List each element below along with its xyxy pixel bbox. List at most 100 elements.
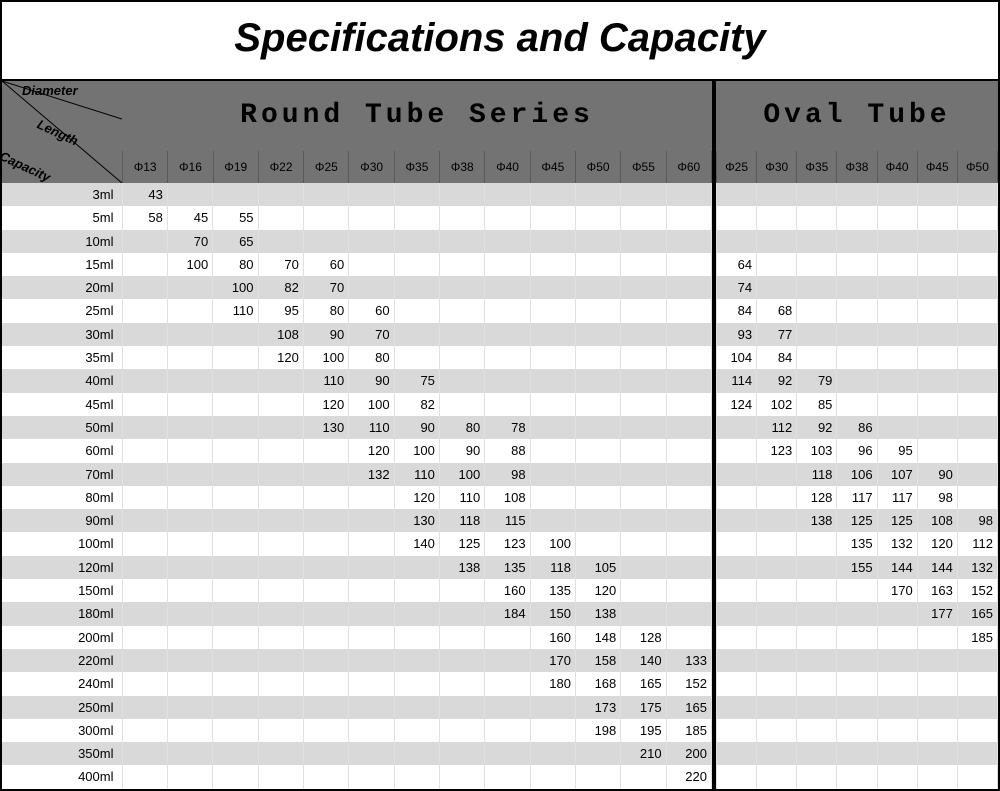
data-cell: [530, 299, 575, 322]
data-cell: [837, 626, 877, 649]
data-cell: [917, 649, 957, 672]
round-col-header: Φ55: [621, 151, 666, 183]
data-cell: [303, 206, 348, 229]
data-cell: 108: [917, 509, 957, 532]
data-cell: 93: [717, 323, 757, 346]
data-cell: [666, 532, 711, 555]
data-cell: [394, 602, 439, 625]
data-cell: [666, 323, 711, 346]
data-cell: [213, 416, 258, 439]
table-row: [717, 230, 998, 253]
data-cell: [167, 323, 212, 346]
data-cell: [621, 602, 666, 625]
data-cell: [877, 276, 917, 299]
data-cell: [621, 346, 666, 369]
data-cell: [666, 602, 711, 625]
capacity-label: 45ml: [2, 393, 122, 416]
data-cell: [349, 276, 394, 299]
data-cell: [621, 556, 666, 579]
data-cell: [258, 206, 303, 229]
table-row: 155144144132: [717, 556, 998, 579]
data-cell: 79: [797, 369, 837, 392]
data-cell: 110: [349, 416, 394, 439]
data-cell: [122, 509, 167, 532]
data-cell: [917, 439, 957, 462]
data-cell: [575, 765, 620, 788]
table-row: [717, 672, 998, 695]
data-cell: 65: [213, 230, 258, 253]
capacity-label: 60ml: [2, 439, 122, 462]
data-cell: [757, 183, 797, 206]
table-row: 45ml12010082: [2, 393, 712, 416]
round-col-header: Φ45: [530, 151, 575, 183]
data-cell: [167, 742, 212, 765]
data-cell: [877, 206, 917, 229]
data-cell: [797, 206, 837, 229]
capacity-label: 200ml: [2, 626, 122, 649]
data-cell: [757, 556, 797, 579]
data-cell: [303, 719, 348, 742]
table-row: 10484: [717, 346, 998, 369]
data-cell: [303, 486, 348, 509]
data-cell: [575, 323, 620, 346]
table-row: 40ml1109075: [2, 369, 712, 392]
data-cell: [122, 299, 167, 322]
data-cell: 98: [485, 463, 530, 486]
data-cell: [122, 253, 167, 276]
oval-col-header: Φ50: [957, 151, 997, 183]
data-cell: [757, 649, 797, 672]
data-cell: [303, 672, 348, 695]
table-row: 177165: [717, 602, 998, 625]
data-cell: [957, 369, 997, 392]
data-cell: [837, 206, 877, 229]
data-cell: [303, 230, 348, 253]
data-cell: [122, 393, 167, 416]
data-cell: 110: [213, 299, 258, 322]
data-cell: [666, 299, 711, 322]
data-cell: 148: [575, 626, 620, 649]
round-series-heading: Round Tube Series: [122, 81, 712, 151]
data-cell: [258, 230, 303, 253]
data-cell: [957, 463, 997, 486]
round-col-header: Φ22: [258, 151, 303, 183]
round-col-header: Φ19: [213, 151, 258, 183]
data-cell: [258, 532, 303, 555]
data-cell: [258, 672, 303, 695]
data-cell: [394, 253, 439, 276]
data-cell: [485, 393, 530, 416]
data-cell: [349, 230, 394, 253]
data-cell: [530, 463, 575, 486]
data-cell: [122, 346, 167, 369]
table-row: 3ml43: [2, 183, 712, 206]
data-cell: [530, 416, 575, 439]
data-cell: [666, 556, 711, 579]
capacity-label: 180ml: [2, 602, 122, 625]
data-cell: [621, 509, 666, 532]
data-cell: [394, 626, 439, 649]
data-cell: [717, 532, 757, 555]
data-cell: [167, 393, 212, 416]
data-cell: [439, 626, 484, 649]
table-row: 80ml120110108: [2, 486, 712, 509]
data-cell: [167, 369, 212, 392]
data-cell: [530, 346, 575, 369]
data-cell: [957, 486, 997, 509]
data-cell: [575, 393, 620, 416]
data-cell: [394, 649, 439, 672]
data-cell: [530, 719, 575, 742]
data-cell: [917, 765, 957, 788]
data-cell: 135: [485, 556, 530, 579]
data-cell: [439, 765, 484, 788]
data-cell: [303, 439, 348, 462]
data-cell: [530, 696, 575, 719]
table-row: 185: [717, 626, 998, 649]
data-cell: [957, 742, 997, 765]
data-cell: 125: [877, 509, 917, 532]
capacity-label: 350ml: [2, 742, 122, 765]
round-tube-block: Diameter Length Capacity Round Tube Seri…: [2, 81, 714, 789]
data-cell: [167, 579, 212, 602]
data-cell: 90: [439, 439, 484, 462]
data-cell: [717, 463, 757, 486]
data-cell: 140: [621, 649, 666, 672]
data-cell: 80: [439, 416, 484, 439]
